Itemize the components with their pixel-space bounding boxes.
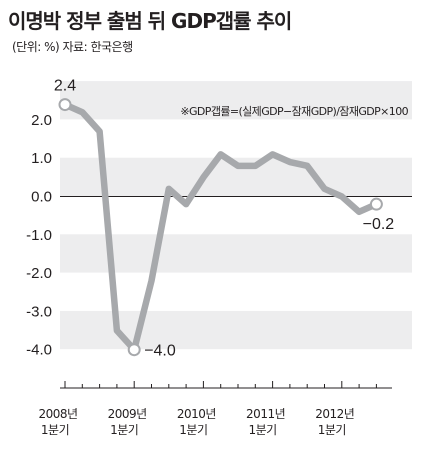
x-tick-quarter: 1분기 <box>179 423 207 437</box>
chart-title: 이명박 정부 출범 뒤 GDP갭률 추이 <box>8 9 292 33</box>
x-tick-year: 2012년 <box>315 407 354 421</box>
y-tick-label: 1.0 <box>31 150 52 167</box>
x-tick-year: 2008년 <box>38 407 77 421</box>
y-tick-label: -1.0 <box>26 227 52 244</box>
y-tick-label: 0.0 <box>31 189 52 206</box>
grid-band <box>60 81 412 120</box>
data-marker <box>58 98 72 112</box>
x-tick-quarter: 1분기 <box>248 423 276 437</box>
y-tick-label: -3.0 <box>26 303 52 320</box>
chart-subtitle: (단위: %) 자료: 한국은행 <box>12 40 133 54</box>
gdp-gap-formula-note: ※GDP갭률=(실제GDP−잠재GDP)/잠재GDP×100 <box>180 105 408 118</box>
data-label: 2.4 <box>54 78 76 95</box>
data-marker <box>369 197 383 211</box>
x-tick-quarter: 1분기 <box>41 423 69 437</box>
y-tick-label: 2.0 <box>31 112 52 129</box>
x-tick-quarter: 1분기 <box>318 423 346 437</box>
series-line <box>61 101 380 353</box>
data-label: −4.0 <box>144 343 176 360</box>
data-label: −0.2 <box>363 216 395 233</box>
y-tick-label: -2.0 <box>26 265 52 282</box>
x-tick-year: 2009년 <box>108 407 147 421</box>
data-marker <box>127 343 141 357</box>
grid-band <box>60 234 412 273</box>
y-tick-label: -4.0 <box>26 342 52 359</box>
x-tick-year: 2010년 <box>177 407 216 421</box>
x-tick-quarter: 1분기 <box>110 423 138 437</box>
x-tick-year: 2011년 <box>246 407 285 421</box>
